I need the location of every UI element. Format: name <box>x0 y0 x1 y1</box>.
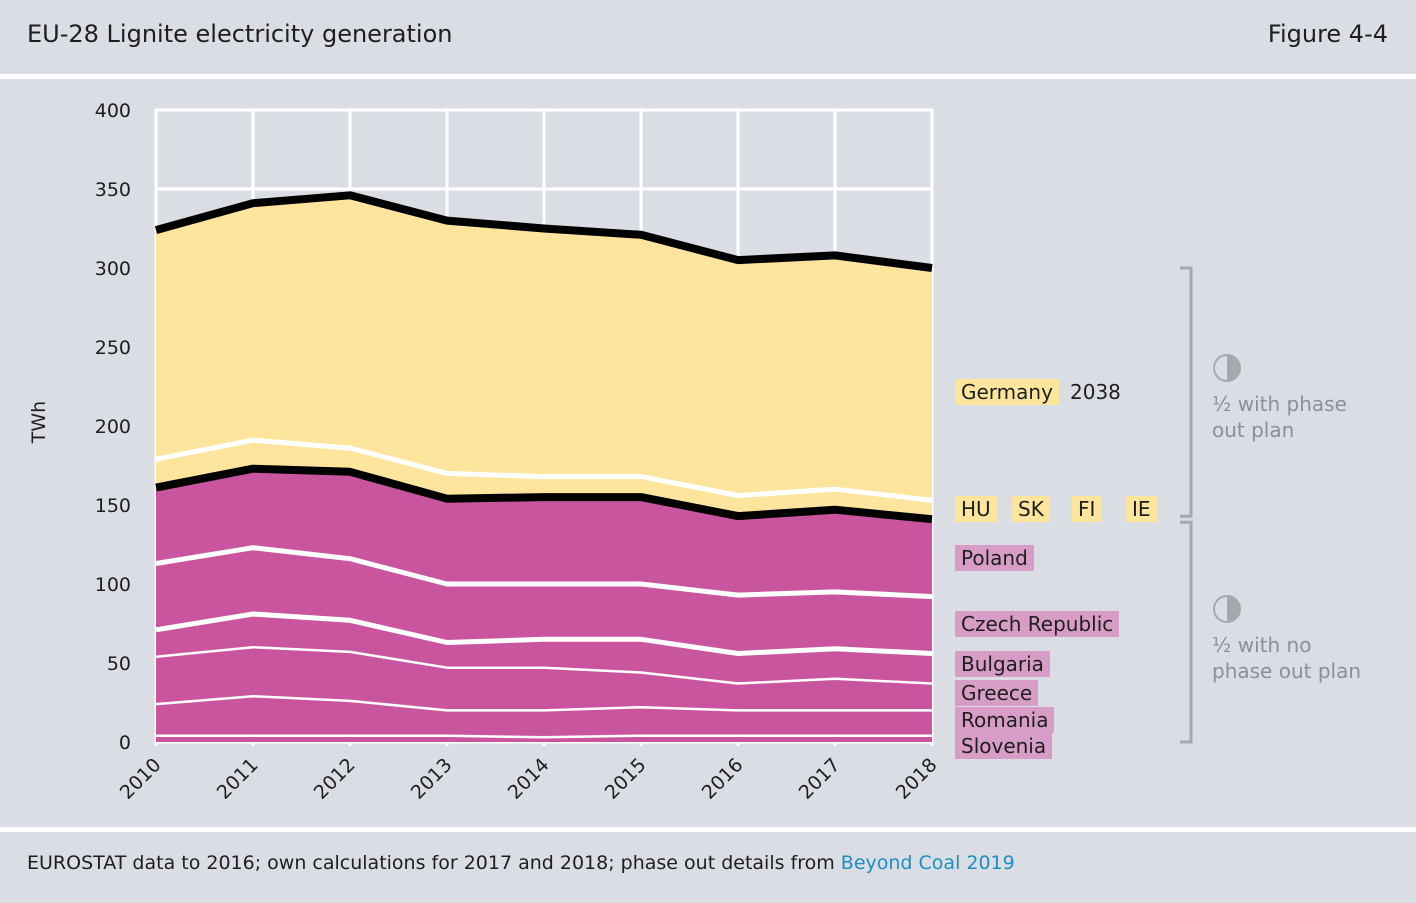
area-germany <box>156 195 932 501</box>
legend-label-finland: FI <box>1072 496 1102 522</box>
legend-label-ireland: IE <box>1126 496 1157 522</box>
x-tick-label: 2018 <box>892 754 942 804</box>
source-text: EUROSTAT data to 2016; own calculations … <box>27 852 841 874</box>
y-tick-label: 350 <box>95 179 131 201</box>
x-tick-label: 2011 <box>213 754 263 804</box>
phase-out-bracket <box>1180 266 1193 518</box>
footer-divider <box>0 827 1416 832</box>
figure-header: EU-28 Lignite electricity generation Fig… <box>0 0 1416 76</box>
y-tick-label: 0 <box>119 732 131 754</box>
separator-line-slovenia <box>156 734 932 739</box>
y-tick-label: 400 <box>95 100 131 122</box>
legend-label-germany: Germany <box>955 379 1059 405</box>
legend-label-poland: Poland <box>955 545 1034 571</box>
legend-label-slovakia: SK <box>1012 496 1050 522</box>
y-tick-label: 50 <box>107 653 131 675</box>
y-axis-label: TWh <box>28 401 50 444</box>
area-poland <box>156 468 932 597</box>
x-tick-label: 2016 <box>698 754 748 804</box>
legend-label-bulgaria: Bulgaria <box>955 651 1050 677</box>
y-tick-label: 150 <box>95 495 131 517</box>
no-phase-out-plan-note-line1: ½ with no <box>1212 633 1312 657</box>
source-link[interactable]: Beyond Coal 2019 <box>840 852 1015 874</box>
source-note: EUROSTAT data to 2016; own calculations … <box>27 852 1015 874</box>
phase-out-plan-note-line1: ½ with phase <box>1212 392 1347 416</box>
area-romania <box>156 696 932 738</box>
half-circle-icon <box>1213 595 1241 623</box>
x-tick-label: 2014 <box>504 754 554 804</box>
area-czech-republic <box>156 547 932 654</box>
area-bulgaria <box>156 614 932 684</box>
legend-label-hungary: HU <box>955 496 997 522</box>
x-tick-label: 2017 <box>795 754 845 804</box>
x-tick-label: 2013 <box>407 754 457 804</box>
phase-out-plan-note-line2: out plan <box>1212 418 1295 442</box>
figure-title: EU-28 Lignite electricity generation <box>27 20 453 48</box>
area-hu-sk-fi-ie <box>156 440 932 520</box>
y-tick-label: 300 <box>95 258 131 280</box>
germany-phase-out-year: 2038 <box>1070 380 1121 404</box>
area-greece <box>156 647 932 711</box>
x-tick-label: 2010 <box>116 754 166 804</box>
area-slovenia <box>156 735 932 742</box>
y-tick-label: 100 <box>95 574 131 596</box>
legend-label-romania: Romania <box>955 707 1055 733</box>
separator-line-bulgaria <box>155 611 933 656</box>
legend-label-greece: Greece <box>955 680 1039 706</box>
separator-line-romania <box>155 694 932 712</box>
x-tick-label: 2012 <box>310 754 360 804</box>
y-tick-label: 250 <box>95 337 131 359</box>
separator-line-greece <box>155 645 933 685</box>
legend-label-czech-republic: Czech Republic <box>955 611 1120 637</box>
separator-line-czech-republic <box>155 545 933 600</box>
x-tick-label: 2015 <box>601 754 651 804</box>
total-line <box>154 191 933 272</box>
half-circle-icon <box>1213 354 1241 382</box>
y-tick-label: 200 <box>95 416 131 438</box>
separator-line-hu-sk-fi-ie <box>155 437 933 503</box>
group-boundary-line <box>155 464 933 524</box>
no-phase-out-plan-note-line2: phase out plan <box>1212 659 1362 683</box>
figure-number: Figure 4-4 <box>1267 20 1388 48</box>
legend-label-slovenia: Slovenia <box>955 733 1053 759</box>
no-phase-out-bracket <box>1180 520 1193 744</box>
header-divider <box>0 74 1416 79</box>
